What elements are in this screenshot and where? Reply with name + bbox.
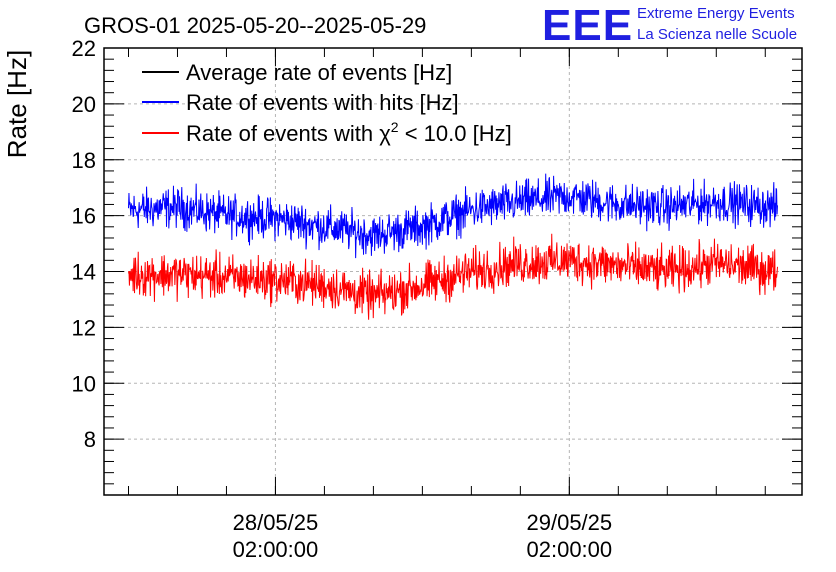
legend-entry-chi2: Rate of events with χ2 < 10.0 [Hz]	[142, 119, 512, 146]
y-tick-label: 16	[72, 204, 96, 229]
legend-chi2-suffix: < 10.0 [Hz]	[399, 121, 512, 146]
legend-entry-average: Average rate of events [Hz]	[142, 60, 452, 85]
legend-label-average: Average rate of events [Hz]	[186, 60, 452, 85]
x-tick-label-time: 02:00:00	[527, 537, 613, 562]
legend-chi2-prefix: Rate of events with	[186, 121, 379, 146]
logo-mark: EEE	[542, 1, 633, 50]
eee-logo: EEE Extreme Energy Events La Scienza nel…	[542, 1, 797, 50]
series-line-0	[127, 173, 779, 259]
y-tick-label: 10	[72, 371, 96, 396]
legend: Average rate of events [Hz] Rate of even…	[142, 60, 512, 146]
y-axis: 8 10 12 14 16 18 20 22	[72, 36, 802, 496]
x-tick-label-time: 02:00:00	[233, 537, 319, 562]
x-tick-label-date: 29/05/25	[527, 510, 613, 535]
legend-chi2-sup: 2	[391, 119, 399, 135]
logo-line1: Extreme Energy Events	[637, 5, 795, 22]
legend-entry-hits: Rate of events with hits [Hz]	[142, 90, 459, 115]
legend-label-hits: Rate of events with hits [Hz]	[186, 90, 459, 115]
series-layer	[127, 173, 779, 320]
y-axis-label: Rate [Hz]	[2, 50, 32, 158]
series-line-1	[127, 233, 779, 320]
chart-title: GROS-01 2025-05-20--2025-05-29	[84, 13, 426, 38]
legend-chi2-symbol: χ	[379, 121, 391, 146]
legend-label-chi2: Rate of events with χ2 < 10.0 [Hz]	[186, 119, 512, 146]
y-tick-label: 14	[72, 260, 96, 285]
y-tick-label: 20	[72, 92, 96, 117]
y-tick-label: 22	[72, 36, 96, 61]
y-tick-label: 12	[72, 315, 96, 340]
y-tick-label: 18	[72, 148, 96, 173]
logo-line2: La Scienza nelle Scuole	[637, 26, 797, 43]
y-tick-label: 8	[84, 427, 96, 452]
x-tick-label-date: 28/05/25	[233, 510, 319, 535]
